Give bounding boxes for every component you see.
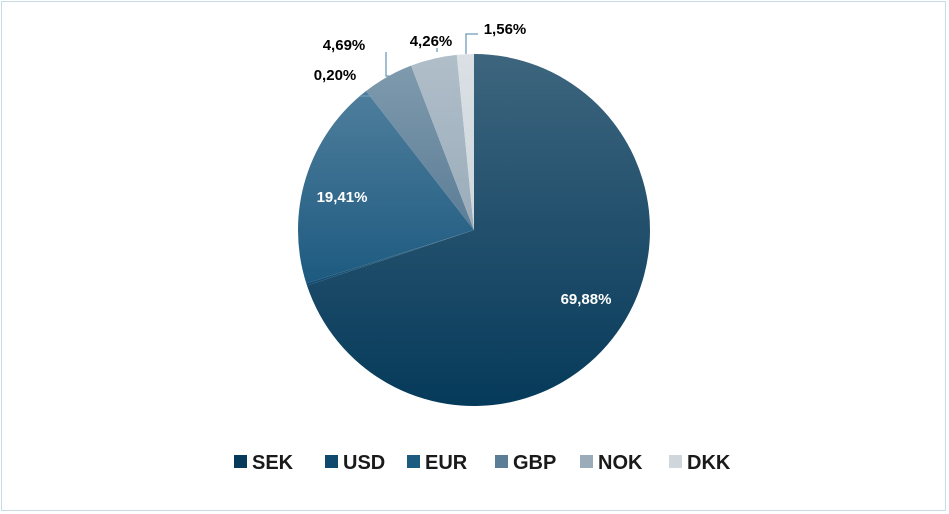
- legend-item-eur: EUR: [407, 452, 468, 474]
- data-label-eur: 19,41%: [317, 189, 368, 206]
- legend-swatch-eur: [407, 455, 420, 468]
- pie-slice-eur: [297, 91, 474, 284]
- data-label-usd: 0,20%: [314, 67, 357, 84]
- legend-swatch-gbp: [495, 455, 508, 468]
- pie-slice-sek: [307, 54, 651, 406]
- legend-label-usd: USD: [343, 452, 385, 474]
- legend-label-eur: EUR: [425, 452, 468, 474]
- legend-item-sek: SEK: [234, 452, 294, 474]
- data-label-nok: 4,26%: [410, 33, 453, 50]
- data-label-dkk: 1,56%: [484, 21, 527, 38]
- pie-slice-nok: [411, 54, 474, 231]
- legend-item-dkk: DKK: [669, 452, 731, 474]
- legend-swatch-usd: [325, 455, 338, 468]
- legend-swatch-nok: [580, 455, 593, 468]
- legend-label-dkk: DKK: [687, 452, 731, 474]
- data-label-sek: 69,88%: [561, 291, 612, 308]
- legend-label-nok: NOK: [598, 452, 643, 474]
- legend-label-sek: SEK: [252, 452, 294, 474]
- legend-label-gbp: GBP: [513, 452, 556, 474]
- legend-swatch-sek: [234, 455, 247, 468]
- pie-slice-usd: [306, 230, 474, 286]
- data-label-gbp: 4,69%: [323, 37, 366, 54]
- legend-item-usd: USD: [325, 452, 385, 474]
- leader-line-gbp: [385, 52, 389, 77]
- pie-slice-gbp: [366, 65, 474, 230]
- leader-line-dkk: [465, 33, 478, 54]
- legend-item-gbp: GBP: [495, 452, 556, 474]
- pie-slice-dkk: [456, 53, 474, 230]
- legend-swatch-dkk: [669, 455, 682, 468]
- legend-item-nok: NOK: [580, 452, 643, 474]
